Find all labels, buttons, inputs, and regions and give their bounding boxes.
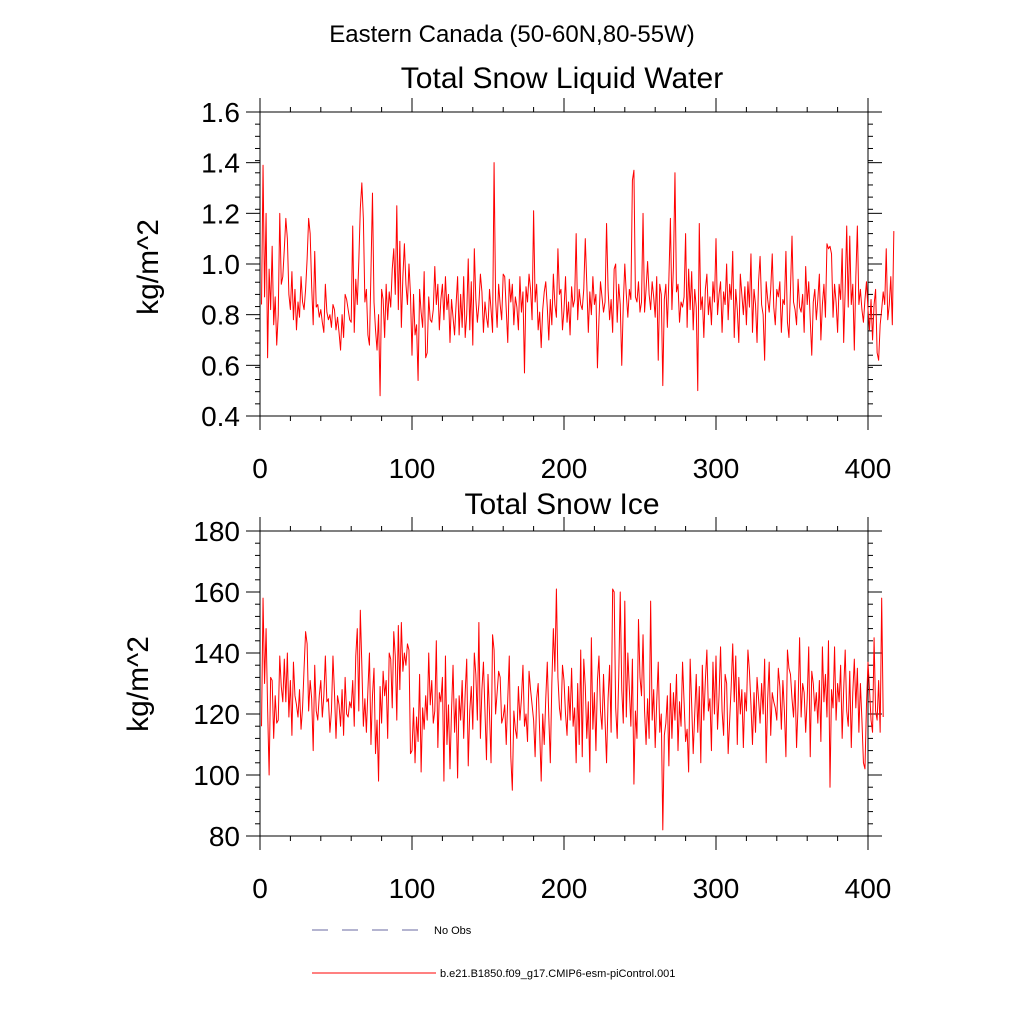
- liquid-water-title: Total Snow Liquid Water: [401, 62, 723, 95]
- liquid-water-plot-frame: [259, 111, 869, 417]
- snow-ice-y-tick-label: 100: [193, 760, 240, 791]
- snow-ice-x-tick-label: 0: [252, 873, 268, 904]
- liquid-water-y-tick-label: 1.6: [201, 97, 240, 128]
- liquid-water-x-tick-label: 300: [693, 453, 740, 484]
- snow-ice-x-tick-label: 200: [541, 873, 588, 904]
- snow-ice-ylabel: kg/m^2: [122, 636, 155, 732]
- liquid-water-y-tick-label: 0.6: [201, 350, 240, 381]
- liquid-water-x-tick-label: 0: [252, 453, 268, 484]
- snow-ice-title: Total Snow Ice: [464, 488, 659, 521]
- legend: No Obs b.e21.B1850.f09_g17.CMIP6-esm-piC…: [312, 925, 675, 980]
- liquid-water-y-tick-label: 0.8: [201, 300, 240, 331]
- snow-ice-x-tick-label: 400: [845, 873, 892, 904]
- snow-ice-x-tick-label: 300: [693, 873, 740, 904]
- liquid-water-y-tick-label: 0.4: [201, 401, 240, 432]
- liquid-water-x-tick-label: 400: [845, 453, 892, 484]
- liquid-water-y-tick-label: 1.4: [201, 148, 240, 179]
- legend-model-label: b.e21.B1850.f09_g17.CMIP6-esm-piControl.…: [440, 968, 675, 980]
- liquid-water-ylabel: kg/m^2: [132, 219, 165, 315]
- figure-title: Eastern Canada (50-60N,80-55W): [329, 21, 695, 48]
- legend-obs-label: No Obs: [434, 925, 472, 937]
- snow-ice-x-tick-label: 100: [389, 873, 436, 904]
- snow-ice-y-tick-label: 140: [193, 638, 240, 669]
- liquid-water-y-tick-label: 1.0: [201, 249, 240, 280]
- snow-ice-y-tick-label: 80: [209, 821, 240, 852]
- snow-ice-y-tick-label: 160: [193, 577, 240, 608]
- snow-ice-y-tick-label: 180: [193, 516, 240, 547]
- snow-ice-series-line: [261, 588, 884, 831]
- liquid-water-y-tick-label: 1.2: [201, 198, 240, 229]
- snow-ice-panel: Total Snow Ice kg/m^2 0 100 200 300 400 80 100…: [122, 488, 891, 904]
- snow-ice-y-tick-label: 120: [193, 699, 240, 730]
- liquid-water-series-line: [261, 162, 895, 397]
- liquid-water-x-tick-label: 100: [389, 453, 436, 484]
- liquid-water-x-tick-label: 200: [541, 453, 588, 484]
- liquid-water-panel: Total Snow Liquid Water kg/m^2 0 100 200 30…: [132, 62, 895, 484]
